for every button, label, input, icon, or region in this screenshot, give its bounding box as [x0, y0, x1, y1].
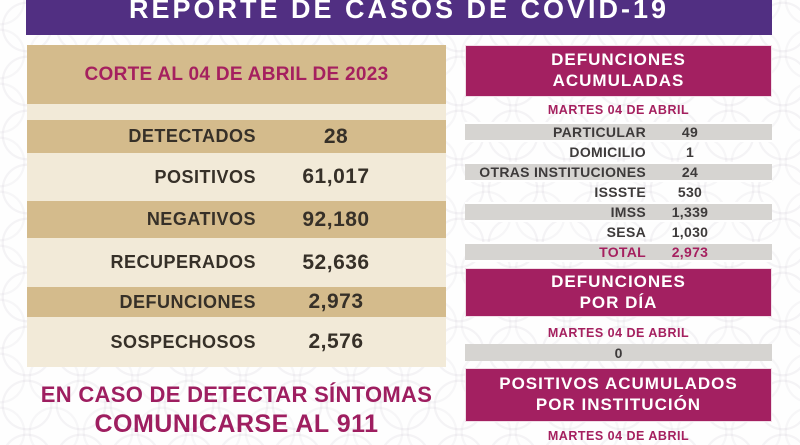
table-row: RECUPERADOS 52,636 — [27, 238, 446, 287]
row-label: IMSS — [610, 204, 646, 220]
row-label: POSITIVOS — [154, 166, 256, 187]
row-value: 92,180 — [302, 207, 370, 231]
total-label: TOTAL — [599, 244, 646, 260]
report-title: REPORTE DE CASOS DE COVID-19 — [128, 0, 670, 24]
row-value: 1,030 — [671, 224, 709, 240]
symptoms-notice: EN CASO DE DETECTAR SÍNTOMAS COMUNICARSE… — [27, 382, 446, 439]
symptoms-notice-line1: EN CASO DE DETECTAR SÍNTOMAS — [40, 382, 433, 407]
deaths-per-day-date: MARTES 04 DE ABRIL — [547, 326, 690, 340]
table-row: ISSSTE 530 — [465, 182, 772, 202]
row-label: DETECTADOS — [128, 126, 256, 146]
row-value: 49 — [681, 124, 699, 140]
banner-line2: POR INSTITUCIÓN — [535, 395, 702, 414]
table-row: NEGATIVOS 92,180 — [27, 201, 446, 238]
banner-line1: POSITIVOS ACUMULADOS — [499, 374, 738, 394]
row-label: NEGATIVOS — [146, 209, 256, 229]
banner-line1: DEFUNCIONES — [551, 50, 686, 70]
table-row: IMSS 1,339 — [465, 202, 772, 222]
deaths-accumulated-date: MARTES 04 DE ABRIL — [547, 103, 690, 117]
row-value: 530 — [677, 184, 703, 200]
row-label: OTRAS INSTITUCIONES — [479, 164, 646, 180]
table-total-row: TOTAL 2,973 — [465, 242, 772, 262]
deaths-per-day-banner: DEFUNCIONES POR DÍA — [465, 268, 772, 317]
total-value: 2,973 — [671, 244, 709, 260]
table-row: PARTICULAR 49 — [465, 122, 772, 142]
symptoms-notice-line2: COMUNICARSE AL 911 — [94, 410, 379, 438]
row-value: 2,973 — [308, 290, 364, 313]
table-row: POSITIVOS 61,017 — [27, 153, 446, 201]
row-value: 1,339 — [671, 204, 709, 220]
deaths-by-institution-table: PARTICULAR 49 DOMICILIO 1 OTRAS INSTITUC… — [465, 122, 772, 262]
row-value: 61,017 — [302, 165, 370, 188]
deaths-accumulated-banner: DEFUNCIONES ACUMULADAS — [465, 45, 772, 97]
table-row: SOSPECHOSOS 2,576 — [27, 317, 446, 367]
table-row: DEFUNCIONES 2,973 — [27, 287, 446, 317]
deaths-per-day-value: 0 — [465, 344, 772, 361]
right-panel: DEFUNCIONES ACUMULADAS MARTES 04 DE ABRI… — [465, 45, 772, 443]
row-label: SOSPECHOSOS — [110, 331, 256, 352]
row-value: 28 — [323, 124, 349, 148]
cutoff-date-banner: CORTE AL 04 DE ABRIL DE 2023 — [27, 45, 446, 104]
row-label: RECUPERADOS — [110, 252, 256, 272]
table-row: DETECTADOS 28 — [27, 120, 446, 153]
banner-line1: DEFUNCIONES — [551, 271, 686, 291]
row-label: DOMICILIO — [569, 144, 646, 160]
positives-by-institution-banner: POSITIVOS ACUMULADOS POR INSTITUCIÓN — [465, 368, 772, 422]
table-spacer — [27, 104, 446, 120]
row-label: DEFUNCIONES — [119, 291, 256, 312]
row-label: PARTICULAR — [553, 124, 646, 140]
left-panel: CORTE AL 04 DE ABRIL DE 2023 DETECTADOS … — [27, 45, 446, 367]
report-title-banner: REPORTE DE CASOS DE COVID-19 — [26, 0, 772, 35]
table-row: SESA 1,030 — [465, 222, 772, 242]
banner-line2: POR DÍA — [579, 292, 658, 312]
table-row: DOMICILIO 1 — [465, 142, 772, 162]
row-value: 1 — [685, 144, 695, 160]
row-value: 52,636 — [302, 250, 370, 274]
cases-summary-table: DETECTADOS 28 POSITIVOS 61,017 NEGATIVOS… — [27, 104, 446, 367]
row-label: SESA — [606, 224, 646, 240]
positives-by-institution-date: MARTES 04 DE ABRIL — [547, 429, 690, 443]
table-row: OTRAS INSTITUCIONES 24 — [465, 162, 772, 182]
row-value: 2,576 — [308, 330, 364, 353]
row-label: ISSSTE — [594, 184, 646, 200]
banner-line2: ACUMULADAS — [552, 71, 685, 90]
row-value: 24 — [681, 164, 699, 180]
